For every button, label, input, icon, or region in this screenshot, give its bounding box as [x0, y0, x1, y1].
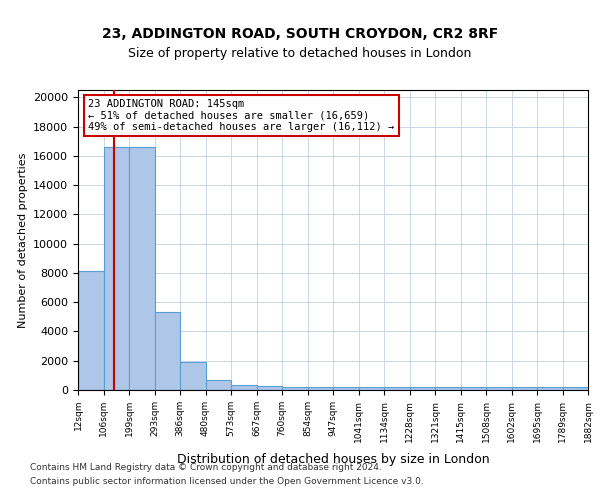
Bar — [205, 380, 231, 390]
Bar — [180, 362, 205, 390]
Text: Contains public sector information licensed under the Open Government Licence v3: Contains public sector information licen… — [30, 478, 424, 486]
Bar — [308, 387, 333, 390]
Bar — [486, 387, 511, 390]
Bar — [511, 387, 537, 390]
Bar — [333, 387, 359, 390]
Bar — [104, 147, 129, 390]
Bar — [257, 386, 282, 390]
Text: 23, ADDINGTON ROAD, SOUTH CROYDON, CR2 8RF: 23, ADDINGTON ROAD, SOUTH CROYDON, CR2 8… — [102, 28, 498, 42]
X-axis label: Distribution of detached houses by size in London: Distribution of detached houses by size … — [176, 453, 490, 466]
Y-axis label: Number of detached properties: Number of detached properties — [17, 152, 28, 328]
Bar — [231, 385, 257, 390]
Bar — [384, 387, 409, 390]
Text: Size of property relative to detached houses in London: Size of property relative to detached ho… — [128, 48, 472, 60]
Bar — [537, 387, 563, 390]
Bar — [461, 387, 486, 390]
Bar — [129, 147, 155, 390]
Text: Contains HM Land Registry data © Crown copyright and database right 2024.: Contains HM Land Registry data © Crown c… — [30, 462, 382, 471]
Bar — [409, 387, 435, 390]
Text: 23 ADDINGTON ROAD: 145sqm
← 51% of detached houses are smaller (16,659)
49% of s: 23 ADDINGTON ROAD: 145sqm ← 51% of detac… — [88, 99, 394, 132]
Bar — [78, 272, 104, 390]
Bar — [282, 387, 308, 390]
Bar — [435, 387, 461, 390]
Bar — [155, 312, 180, 390]
Bar — [563, 387, 588, 390]
Bar — [359, 387, 384, 390]
